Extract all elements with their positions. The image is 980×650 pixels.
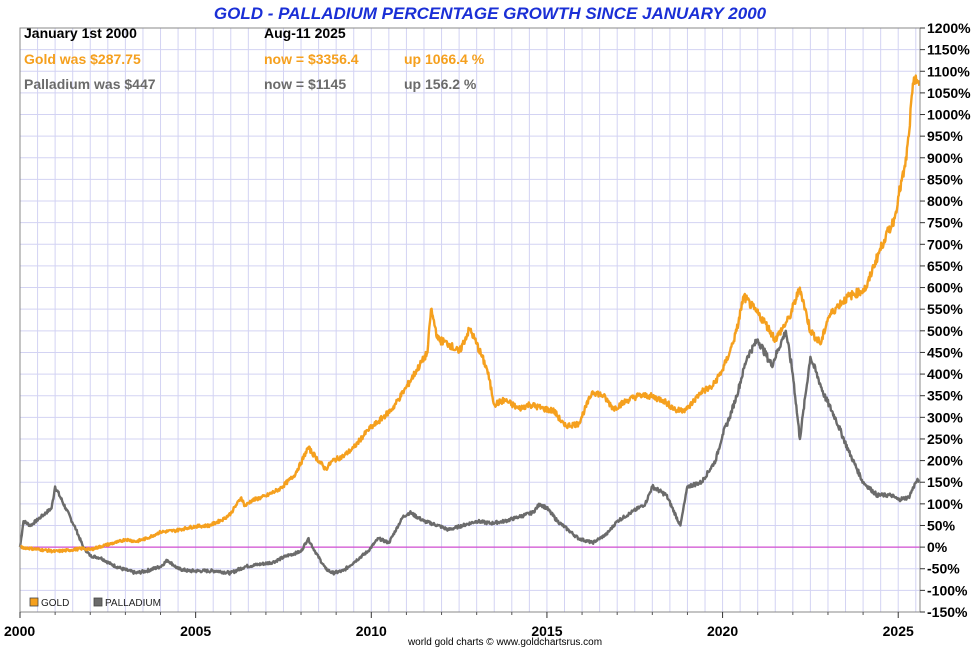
chart-credit: world gold charts © www.goldchartsrus.co… [407,637,602,648]
palladium-growth: up 156.2 % [404,76,477,92]
y-tick-label: 250% [927,431,963,447]
y-axis-ticks: -150% -100% -50% 0% 50% 100% 150% 200% 250% 300% 3… [920,20,971,620]
x-tick-label: 2025 [883,623,914,639]
y-tick-label: 450% [927,344,963,360]
y-tick-label: 900% [927,150,963,166]
gold-now-price: now = $3356.4 [264,51,359,67]
y-tick-label: 800% [927,193,963,209]
y-tick-label: 500% [927,323,963,339]
y-tick-label: 50% [927,517,956,533]
y-tick-label: 850% [927,171,963,187]
y-tick-label: 650% [927,258,963,274]
legend-palladium-label: PALLADIUM [105,598,161,609]
palladium-start-price: Palladium was $447 [24,76,156,92]
y-tick-label: 100% [927,496,963,512]
x-tick-label: 2015 [531,623,562,639]
x-tick-label: 2000 [4,623,35,639]
plot-frame [19,27,921,613]
legend: GOLD PALLADIUM [29,597,161,609]
y-tick-label: 200% [927,453,963,469]
y-tick-label: 1050% [927,85,971,101]
series-group [18,74,921,576]
y-tick-label: 950% [927,128,963,144]
x-tick-label: 2010 [356,623,387,639]
gold-growth: up 1066.4 % [404,51,485,67]
y-tick-label: 1200% [927,20,971,36]
palladium-now-price: now = $1145 [264,76,346,92]
legend-palladium-swatch [93,597,103,607]
y-tick-label: 750% [927,215,963,231]
x-axis-ticks: 2000 2005 2010 2015 2020 2025 [4,612,914,639]
y-tick-label: 150% [927,474,963,490]
y-tick-label: 1150% [927,42,970,58]
legend-gold-label: GOLD [41,598,69,609]
end-date-label: Aug-11 2025 [264,25,346,41]
chart-title: GOLD - PALLADIUM PERCENTAGE GROWTH SINCE… [214,4,767,23]
palladium-series-line [18,329,921,576]
y-tick-label: 300% [927,409,963,425]
y-tick-label: -100% [927,582,968,598]
y-tick-label: -50% [927,561,960,577]
y-tick-label: 1100% [927,63,970,79]
y-tick-label: 350% [927,388,963,404]
gold-start-price: Gold was $287.75 [24,51,141,67]
y-tick-label: 1000% [927,107,971,123]
y-tick-label: 700% [927,236,963,252]
start-date-label: January 1st 2000 [24,25,137,41]
y-tick-label: -150% [927,604,968,620]
y-tick-label: 550% [927,301,963,317]
y-tick-label: 400% [927,366,963,382]
y-tick-label: 0% [927,539,948,555]
gold-series-line [18,74,921,554]
x-tick-label: 2005 [180,623,211,639]
x-tick-label: 2020 [707,623,738,639]
legend-gold-swatch [29,597,39,607]
y-tick-label: 600% [927,280,963,296]
